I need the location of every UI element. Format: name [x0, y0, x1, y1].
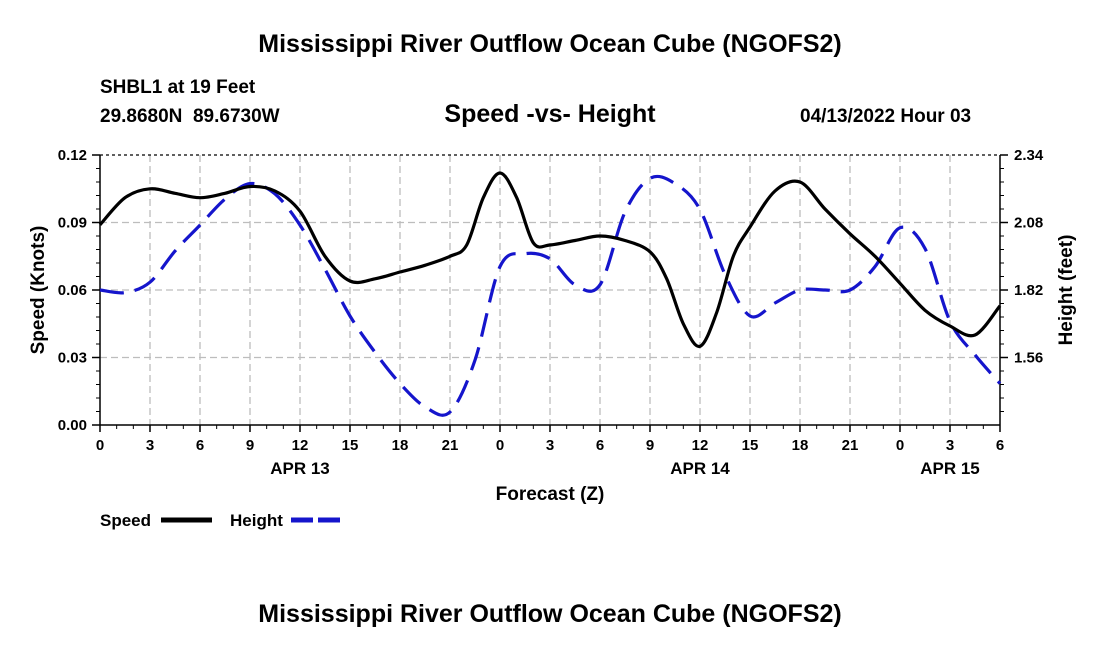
y-axis-title: Speed (Knots): [28, 226, 49, 355]
y-tick-label: 0.06: [58, 282, 87, 299]
x-tick-label: 6: [996, 437, 1004, 454]
y2-tick-label: 1.56: [1014, 350, 1043, 367]
y-tick-label: 0.09: [58, 215, 87, 232]
forecast-date: 04/13/2022 Hour 03: [800, 106, 972, 127]
y2-tick-label: 2.08: [1014, 215, 1043, 232]
x-tick-label: 3: [146, 437, 154, 454]
x-tick-label: 3: [946, 437, 954, 454]
x-tick-label: 21: [442, 437, 459, 454]
legend-label-speed: Speed: [100, 511, 151, 530]
speed-height-chart: 0 3 6 9 12 15 18 21 0 3 6 9 12 15 18 21 0 3 6 APR 13 APR 14 A…: [28, 147, 1077, 530]
main-title: Mississippi River Outflow Ocean Cube (NG…: [258, 30, 842, 58]
date-label: APR 13: [270, 459, 330, 478]
station-coordinates: 29.8680N 89.6730W: [100, 106, 280, 127]
y2-tick-label: 1.82: [1014, 282, 1043, 299]
date-label: APR 15: [920, 459, 980, 478]
bottom-title: Mississippi River Outflow Ocean Cube (NG…: [258, 600, 842, 628]
y-tick-label: 0.00: [58, 417, 87, 434]
station-label: SHBL1 at 19 Feet: [100, 77, 256, 98]
x-tick-label: 15: [342, 437, 359, 454]
x-tick-label: 9: [246, 437, 254, 454]
y-tick-label: 0.03: [58, 350, 87, 367]
height-series-line: [99, 174, 1002, 417]
x-tick-label: 18: [792, 437, 809, 454]
x-tick-label: 12: [292, 437, 309, 454]
x-tick-label: 18: [392, 437, 409, 454]
x-tick-label: 0: [496, 437, 504, 454]
y2-axis-title: Height (feet): [1056, 235, 1077, 346]
legend-label-height: Height: [230, 511, 283, 530]
speed-series-line: [98, 171, 1002, 348]
chart-title: Speed -vs- Height: [444, 100, 656, 128]
x-tick-label: 0: [96, 437, 104, 454]
x-tick-label: 21: [842, 437, 859, 454]
x-tick-label: 3: [546, 437, 554, 454]
x-tick-label: 0: [896, 437, 904, 454]
y2-tick-label: 2.34: [1014, 147, 1044, 164]
x-tick-label: 9: [646, 437, 654, 454]
y-tick-label: 0.12: [58, 147, 87, 164]
x-axis-title: Forecast (Z): [496, 484, 605, 505]
date-label: APR 14: [670, 459, 730, 478]
x-tick-label: 6: [196, 437, 204, 454]
x-tick-label: 15: [742, 437, 759, 454]
x-tick-label: 12: [692, 437, 709, 454]
x-tick-label: 6: [596, 437, 604, 454]
